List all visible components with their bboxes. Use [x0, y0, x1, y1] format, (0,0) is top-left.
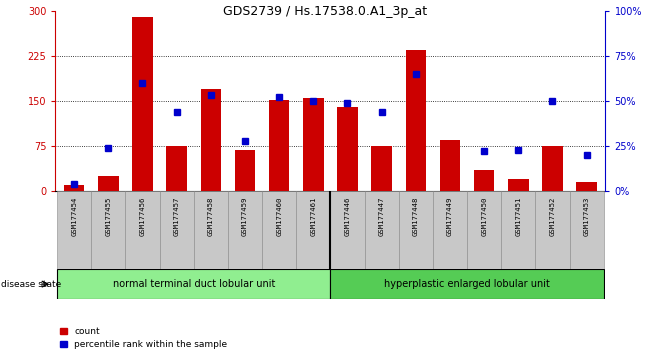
Bar: [570, 191, 603, 269]
Bar: [365, 191, 398, 269]
Bar: [330, 269, 603, 299]
Bar: [269, 100, 290, 191]
Bar: [57, 269, 330, 299]
Bar: [303, 98, 324, 191]
Bar: [98, 176, 118, 191]
Legend: count, percentile rank within the sample: count, percentile rank within the sample: [60, 327, 227, 349]
Text: hyperplastic enlarged lobular unit: hyperplastic enlarged lobular unit: [384, 279, 550, 289]
Bar: [132, 17, 153, 191]
Text: GSM177461: GSM177461: [311, 196, 316, 236]
Text: GSM177460: GSM177460: [276, 196, 282, 236]
Bar: [159, 191, 194, 269]
Bar: [57, 191, 91, 269]
Bar: [371, 146, 392, 191]
Bar: [126, 191, 159, 269]
Bar: [433, 191, 467, 269]
Bar: [235, 150, 255, 191]
Bar: [91, 191, 126, 269]
Text: GSM177448: GSM177448: [413, 196, 419, 236]
Bar: [406, 50, 426, 191]
Text: GSM177453: GSM177453: [584, 196, 590, 236]
Text: disease state: disease state: [1, 280, 62, 289]
Bar: [501, 191, 535, 269]
Bar: [201, 89, 221, 191]
Bar: [467, 191, 501, 269]
Text: normal terminal duct lobular unit: normal terminal duct lobular unit: [113, 279, 275, 289]
Text: GSM177455: GSM177455: [105, 196, 111, 236]
Bar: [337, 107, 357, 191]
Text: GSM177450: GSM177450: [481, 196, 487, 236]
Text: GSM177456: GSM177456: [139, 196, 145, 236]
Text: GSM177449: GSM177449: [447, 196, 453, 236]
Bar: [296, 191, 330, 269]
Text: GSM177452: GSM177452: [549, 196, 555, 236]
Bar: [228, 191, 262, 269]
Bar: [542, 146, 562, 191]
Bar: [64, 185, 85, 191]
Text: GSM177446: GSM177446: [344, 196, 350, 236]
Bar: [576, 182, 597, 191]
Text: GDS2739 / Hs.17538.0.A1_3p_at: GDS2739 / Hs.17538.0.A1_3p_at: [223, 5, 428, 18]
Bar: [398, 191, 433, 269]
Bar: [262, 191, 296, 269]
Bar: [167, 146, 187, 191]
Text: GSM177454: GSM177454: [71, 196, 77, 236]
Bar: [508, 179, 529, 191]
Bar: [535, 191, 570, 269]
Text: GSM177458: GSM177458: [208, 196, 214, 236]
Bar: [474, 170, 494, 191]
Text: GSM177451: GSM177451: [516, 196, 521, 236]
Text: GSM177459: GSM177459: [242, 196, 248, 236]
Text: GSM177447: GSM177447: [379, 196, 385, 236]
Text: GSM177457: GSM177457: [174, 196, 180, 236]
Bar: [194, 191, 228, 269]
Bar: [330, 191, 365, 269]
Bar: [439, 140, 460, 191]
